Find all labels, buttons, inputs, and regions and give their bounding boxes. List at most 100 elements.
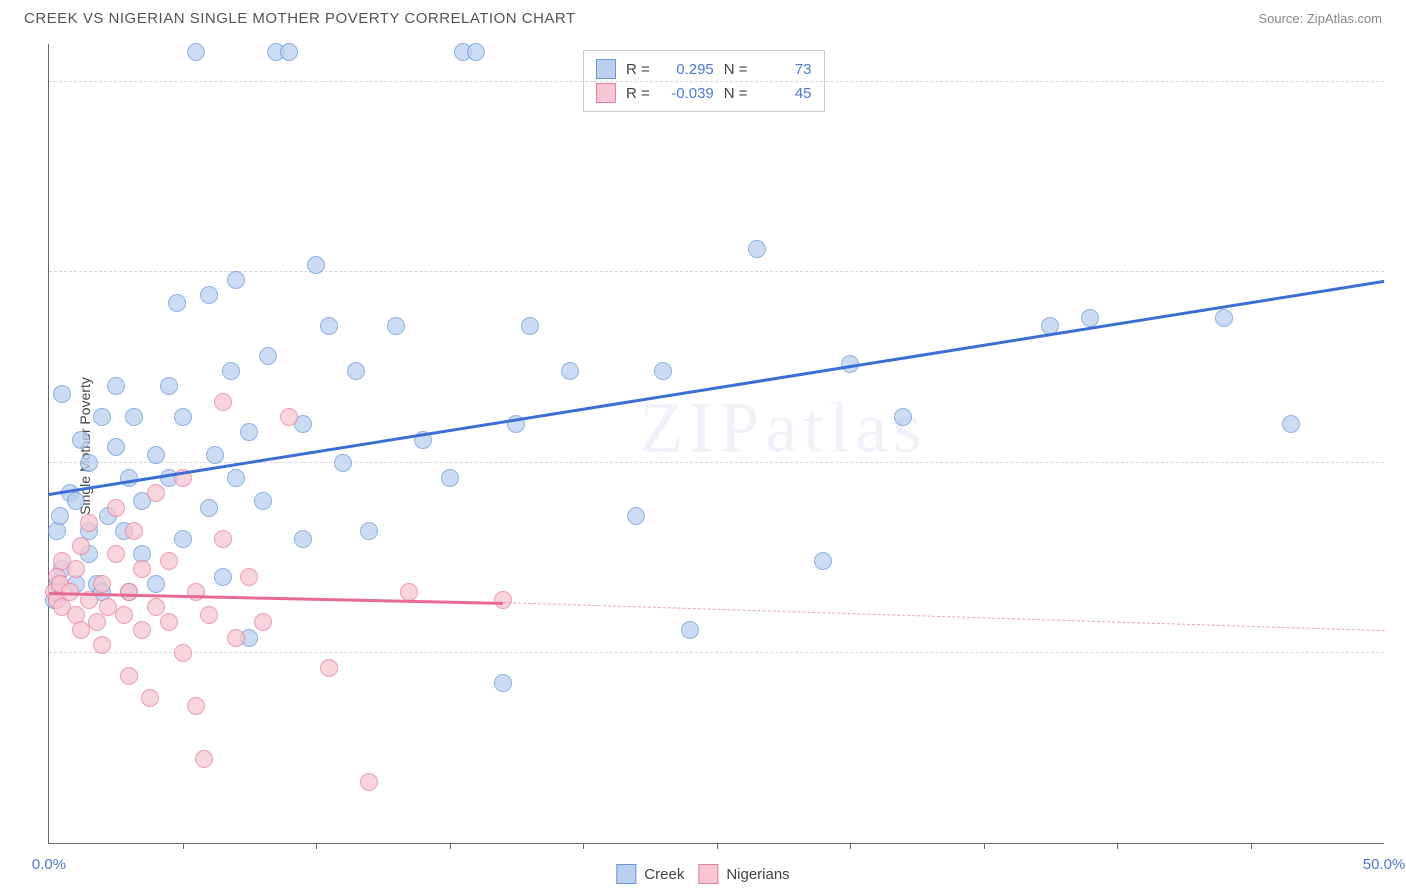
data-point [1081,309,1099,327]
x-tick-mark [1117,843,1118,849]
legend-swatch [616,864,636,884]
n-label: N = [724,61,748,78]
gridline [49,81,1384,82]
data-point [107,499,125,517]
data-point [200,286,218,304]
data-point [115,606,133,624]
data-point [387,317,405,335]
y-tick-label: 100.0% [1392,57,1406,74]
r-value: -0.039 [660,85,714,102]
data-point [334,454,352,472]
gridline [49,271,1384,272]
data-point [561,362,579,380]
data-point [1215,309,1233,327]
data-point [200,606,218,624]
n-value: 73 [758,61,812,78]
y-tick-label: 50.0% [1392,437,1406,454]
n-value: 45 [758,85,812,102]
series-legend: Creek Nigerians [616,864,789,884]
x-tick-mark [717,843,718,849]
x-tick-mark [1251,843,1252,849]
data-point [259,347,277,365]
data-point [141,689,159,707]
data-point [521,317,539,335]
data-point [107,545,125,563]
legend-label: Nigerians [726,866,789,883]
data-point [147,598,165,616]
data-point [174,644,192,662]
data-point [360,522,378,540]
scatter-plot-area: ZIPatlas R =0.295N =73R =-0.039N =45 25.… [48,44,1384,844]
data-point [120,667,138,685]
trend-line [49,592,503,605]
data-point [214,393,232,411]
data-point [360,773,378,791]
data-point [1282,415,1300,433]
data-point [494,591,512,609]
data-point [254,492,272,510]
chart-title: CREEK VS NIGERIAN SINGLE MOTHER POVERTY … [24,10,576,27]
data-point [48,522,66,540]
data-point [120,583,138,601]
data-point [320,317,338,335]
legend-stat-row: R = -0.039 N = 45 [596,81,812,105]
data-point [240,568,258,586]
legend-item: Nigerians [698,864,789,884]
data-point [160,613,178,631]
x-tick-label: 50.0% [1363,856,1406,873]
data-point [187,697,205,715]
x-tick-label: 0.0% [32,856,66,873]
x-tick-mark [183,843,184,849]
data-point [214,568,232,586]
data-point [133,621,151,639]
trend-line [503,602,1384,631]
x-tick-mark [316,843,317,849]
data-point [133,560,151,578]
r-value: 0.295 [660,61,714,78]
x-tick-mark [850,843,851,849]
data-point [347,362,365,380]
data-point [67,492,85,510]
r-label: R = [626,85,650,102]
data-point [147,484,165,502]
data-point [681,621,699,639]
data-point [107,377,125,395]
chart-header: CREEK VS NIGERIAN SINGLE MOTHER POVERTY … [0,0,1406,35]
data-point [654,362,672,380]
data-point [222,362,240,380]
data-point [174,408,192,426]
data-point [320,659,338,677]
data-point [627,507,645,525]
data-point [51,507,69,525]
data-point [72,537,90,555]
data-point [80,454,98,472]
data-point [227,469,245,487]
data-point [494,674,512,692]
legend-item: Creek [616,864,684,884]
legend-swatch [596,83,616,103]
n-label: N = [724,85,748,102]
data-point [67,560,85,578]
trend-line [49,280,1384,496]
data-point [814,552,832,570]
legend-swatch [596,59,616,79]
data-point [80,514,98,532]
data-point [441,469,459,487]
data-point [72,431,90,449]
legend-stat-row: R =0.295N =73 [596,57,812,81]
data-point [125,408,143,426]
x-tick-mark [450,843,451,849]
data-point [254,613,272,631]
data-point [280,408,298,426]
data-point [214,530,232,548]
data-point [88,613,106,631]
data-point [168,294,186,312]
data-point [307,256,325,274]
data-point [240,423,258,441]
data-point [294,530,312,548]
data-point [93,575,111,593]
data-point [206,446,224,464]
data-point [227,271,245,289]
data-point [93,636,111,654]
legend-label: Creek [644,866,684,883]
